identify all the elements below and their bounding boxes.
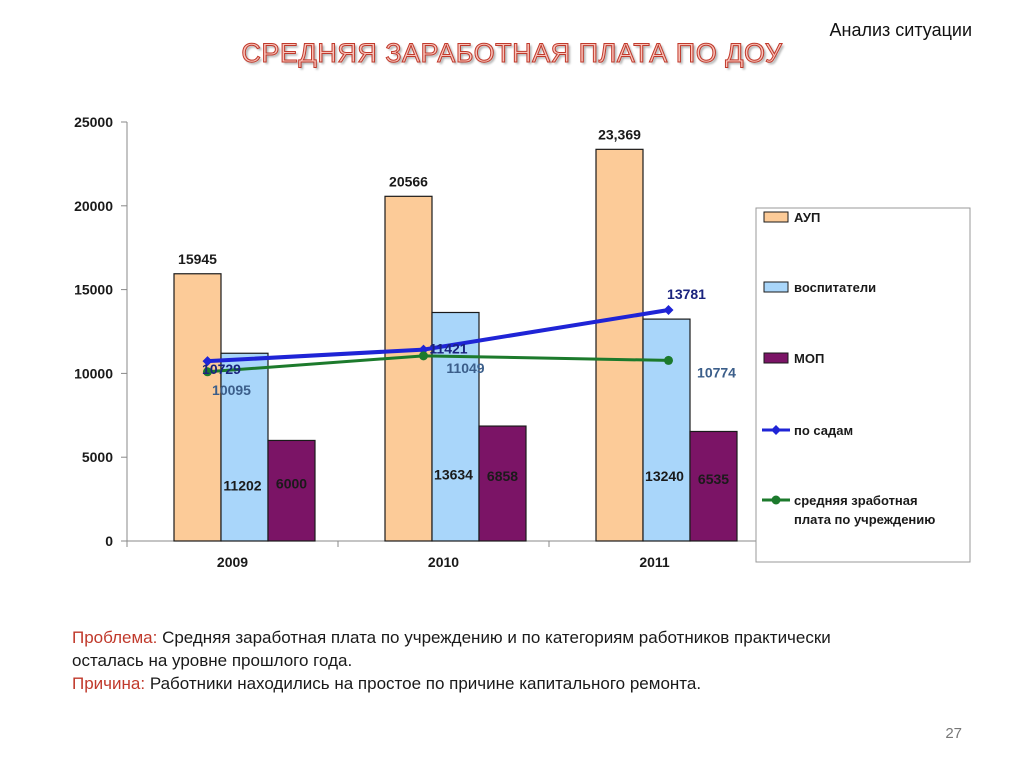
line-value-label: 11049: [446, 360, 484, 376]
y-tick-label: 0: [105, 533, 113, 549]
bar-АУП-2011: [595, 148, 644, 542]
x-tick-label: 2010: [428, 554, 459, 570]
line-point-marker: [419, 351, 428, 361]
problem-label: Проблема:: [72, 628, 158, 647]
x-tick-label: 2011: [639, 554, 670, 570]
legend-swatch: [763, 281, 789, 293]
line-value-label: 13781: [667, 286, 706, 302]
line-value-label: 10729: [202, 361, 241, 377]
bar-воспитатели-2011: [642, 318, 691, 542]
bar-value-label: 11202: [223, 477, 261, 493]
chart-data-labels: 15945 20566 23,369 11202 13634 13240 6000 6858 6…: [178, 126, 736, 493]
legend-label: по садам: [794, 423, 853, 438]
y-tick-label: 10000: [74, 365, 113, 381]
reason-text: Работники находились на простое по причи…: [149, 674, 702, 693]
reason-line: Причина: Работники находились на простое…: [72, 672, 892, 695]
bar-воспитатели-2010: [431, 311, 480, 542]
line-point-marker: [203, 367, 212, 377]
legend-swatch: [763, 211, 789, 223]
bar-value-label: 6000: [276, 476, 307, 492]
line-point-marker: [202, 356, 213, 367]
legend-label: АУП: [794, 210, 820, 225]
notes: Проблема: Средняя заработная плата по уч…: [72, 626, 892, 695]
bar-value-label: 6535: [698, 471, 729, 487]
bar-value-label: 23,369: [598, 126, 641, 142]
line-value-label: 10774: [697, 364, 736, 380]
line-point-marker: [663, 305, 674, 316]
page-number: 27: [945, 725, 962, 742]
problem-line: Проблема: Средняя заработная плата по уч…: [72, 626, 892, 672]
bar-value-label: 15945: [178, 251, 217, 267]
y-tick-label: 20000: [74, 198, 113, 214]
salary-chart: 0 5000 10000 15000 20000 25000 2009 2010 2011 15…: [74, 114, 971, 570]
legend-swatch: [763, 352, 789, 364]
bar-МОП-2010: [478, 425, 527, 542]
slide-title: СРЕДНЯЯ ЗАРАБОТНАЯ ПЛАТА ПО ДОУ: [241, 38, 783, 69]
reason-label: Причина:: [72, 674, 146, 693]
y-tick-label: 5000: [82, 449, 113, 465]
legend-label: средняя зработная плата по учреждению: [794, 493, 935, 527]
legend-label: воспитатели: [794, 280, 876, 295]
legend-marker: [771, 495, 781, 505]
y-tick-label: 25000: [74, 114, 113, 130]
bar-value-label: 20566: [389, 173, 428, 189]
bar-value-label: 6858: [487, 468, 518, 484]
bar-value-label: 13240: [645, 468, 684, 484]
chart-axes: 0 5000 10000 15000 20000 25000 2009 2010 2011: [74, 114, 761, 570]
y-tick-label: 15000: [74, 282, 113, 298]
chart-bars: [173, 148, 738, 542]
x-tick-label: 2009: [217, 554, 248, 570]
legend-box: [755, 207, 971, 563]
legend-label: МОП: [794, 351, 824, 366]
bar-АУП-2009: [173, 273, 222, 542]
line-value-label: 11421: [429, 341, 467, 357]
bar-value-label: 13634: [434, 466, 473, 482]
section-label: Анализ ситуации: [829, 20, 973, 40]
bar-МОП-2009: [267, 439, 316, 542]
line-value-label: 10095: [212, 382, 251, 398]
chart-legend: АУП воспитатели МОП по садам средняя зработн…: [755, 207, 971, 563]
bar-АУП-2010: [384, 195, 433, 542]
problem-text: Средняя заработная плата по учреждению и…: [72, 628, 831, 670]
legend-marker: [771, 425, 781, 435]
line-point-marker: [664, 355, 673, 365]
chart-lines: [202, 305, 674, 377]
bar-МОП-2011: [689, 430, 738, 542]
